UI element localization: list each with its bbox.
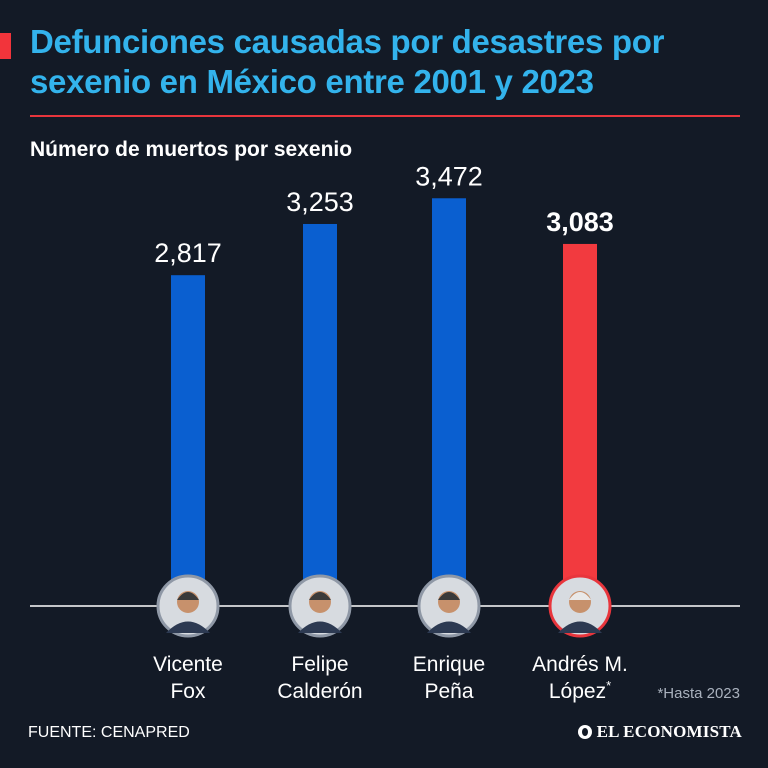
chart-subtitle: Número de muertos por sexenio xyxy=(30,138,353,161)
category-label-3-sup: * xyxy=(606,678,611,693)
footnote: *Hasta 2023 xyxy=(657,685,740,702)
chart-title: Defunciones causadas por desastres por s… xyxy=(30,23,665,100)
bar-0 xyxy=(171,275,205,606)
bar-1 xyxy=(303,223,337,606)
portrait-avatar-0 xyxy=(156,574,220,638)
value-label-3: 3,083 xyxy=(546,207,614,237)
brand-name: EL ECONOMISTA xyxy=(596,722,742,741)
value-label-0: 2,817 xyxy=(154,238,222,268)
category-label-0-line1: Vicente xyxy=(153,653,223,676)
portrait-avatar-2 xyxy=(417,574,481,638)
portrait-avatar-1 xyxy=(288,574,352,638)
title-divider xyxy=(30,115,740,117)
category-label-1-line1: Felipe xyxy=(291,653,348,676)
portrait-avatar-3 xyxy=(548,574,612,638)
brand-mark-icon xyxy=(577,725,592,739)
bar-3 xyxy=(563,243,597,606)
value-label-1: 3,253 xyxy=(286,187,354,217)
category-label-2-line1: Enrique xyxy=(413,653,485,676)
title-accent-bar xyxy=(0,33,11,59)
bar-2 xyxy=(432,198,466,606)
source-note: FUENTE: CENAPRED xyxy=(28,724,190,741)
brand-logo: EL ECONOMISTA xyxy=(577,722,742,742)
value-label-2: 3,472 xyxy=(415,161,483,191)
category-label-3-line2: López* xyxy=(549,678,611,703)
category-label-0-line2: Fox xyxy=(170,680,206,703)
category-label-1-line2: Calderón xyxy=(277,680,362,703)
category-label-3-line1: Andrés M. xyxy=(532,653,628,676)
category-label-2-line2: Peña xyxy=(424,680,473,703)
